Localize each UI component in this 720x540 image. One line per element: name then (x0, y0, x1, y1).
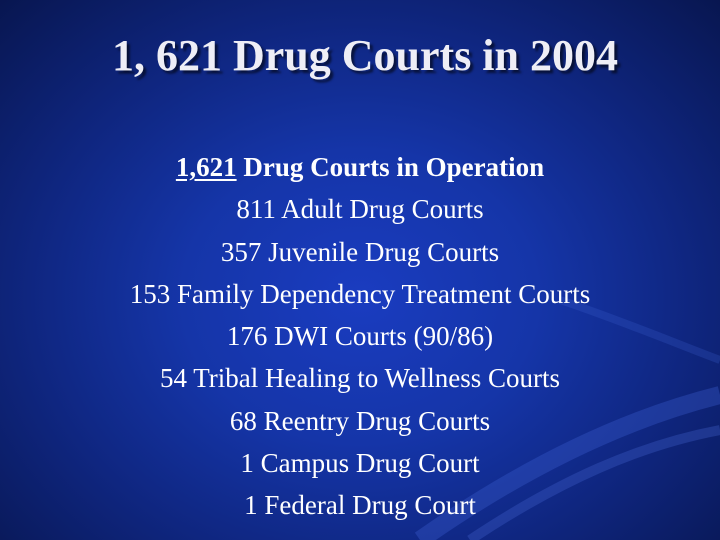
slide-title: 1, 621 Drug Courts in 2004 (111, 31, 619, 80)
list-item-family: 153 Family Dependency Treatment Courts (129, 278, 591, 309)
list-item-campus: 1 Campus Drug Court (240, 448, 480, 479)
list-item-juvenile: 357 Juvenile Drug Courts (220, 236, 500, 267)
list-item-reentry: 68 Reentry Drug Courts (229, 405, 491, 436)
list-item-adult: 811 Adult Drug Courts (236, 194, 484, 225)
total-count: 1,621 (175, 152, 237, 182)
heading-text: Drug Courts in Operation (236, 152, 545, 182)
list-item-tribal: 54 Tribal Healing to Wellness Courts (159, 363, 561, 394)
list-item-federal: 1 Federal Drug Court (244, 490, 476, 521)
court-count-list: 1,621 Drug Courts in Operation 811 Adult… (0, 146, 720, 527)
list-heading: 1,621 Drug Courts in Operation (0, 146, 720, 188)
list-item-dwi: 176 DWI Courts (90/86) (226, 321, 494, 352)
